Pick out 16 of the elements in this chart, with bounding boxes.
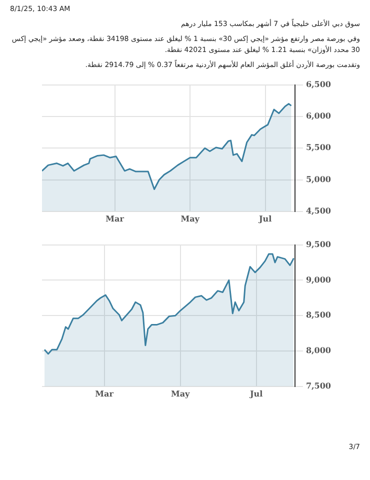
y-tick-label: 4,500 bbox=[306, 205, 332, 216]
y-tick-label: 9,500 bbox=[306, 238, 332, 249]
y-tick-label: 8,000 bbox=[306, 345, 332, 356]
y-tick-label: 7,500 bbox=[306, 380, 332, 390]
x-tick-label: May bbox=[180, 213, 200, 224]
x-tick-label: Jul bbox=[258, 213, 272, 224]
y-tick-label: 8,500 bbox=[306, 310, 332, 320]
y-tick-label: 6,500 bbox=[306, 78, 332, 89]
x-tick-label: Jul bbox=[249, 388, 263, 398]
y-tick-label: 5,000 bbox=[306, 174, 332, 184]
y-tick-label: 5,500 bbox=[306, 142, 332, 152]
y-tick-label: 6,000 bbox=[306, 110, 332, 121]
x-tick-label: May bbox=[170, 388, 190, 398]
y-tick-label: 9,000 bbox=[306, 274, 332, 284]
x-tick-label: Mar bbox=[106, 213, 125, 224]
x-tick-label: Mar bbox=[95, 388, 114, 398]
